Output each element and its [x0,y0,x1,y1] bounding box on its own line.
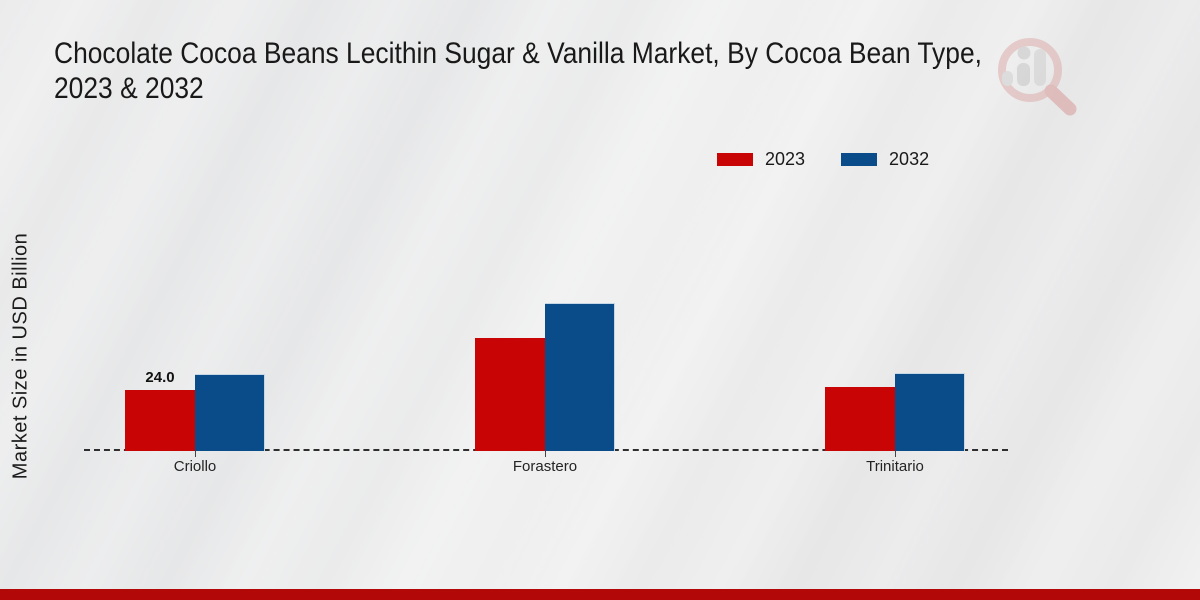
magnifier-bar-chart-logo-icon [998,38,1077,116]
x-axis-tick [195,451,196,457]
category-label-criollo: Criollo [173,458,217,475]
footer-accent-band [0,589,1200,600]
legend-swatch-2023 [717,153,753,166]
chart-title-line1: Chocolate Cocoa Beans Lecithin Sugar & V… [54,37,982,70]
bar-2032-forastero [545,303,615,451]
legend-swatch-2032 [841,153,878,166]
bar-2032-criollo [195,374,265,451]
chart-title: Chocolate Cocoa Beans Lecithin Sugar & V… [54,36,982,106]
chart-legend: 2023 2032 [717,149,929,170]
legend-item-2023: 2023 [717,149,805,170]
bar-value-label: 24.0 [145,369,175,386]
x-axis-tick [545,451,546,457]
bar-2032-trinitario [895,373,965,451]
bar-2023-criollo [125,390,195,451]
legend-item-2032: 2032 [841,149,929,170]
legend-label-2023: 2023 [765,149,806,169]
chart-title-line2: 2023 & 2032 [54,72,204,105]
category-label-forastero: Forastero [512,458,578,475]
category-label-trinitario: Trinitario [866,458,924,475]
bar-2023-trinitario [825,387,895,451]
legend-label-2032: 2032 [889,149,930,169]
bar-2023-forastero [475,338,545,451]
y-axis-label: Market Size in USD Billion [9,232,32,480]
x-axis-tick [895,451,896,457]
